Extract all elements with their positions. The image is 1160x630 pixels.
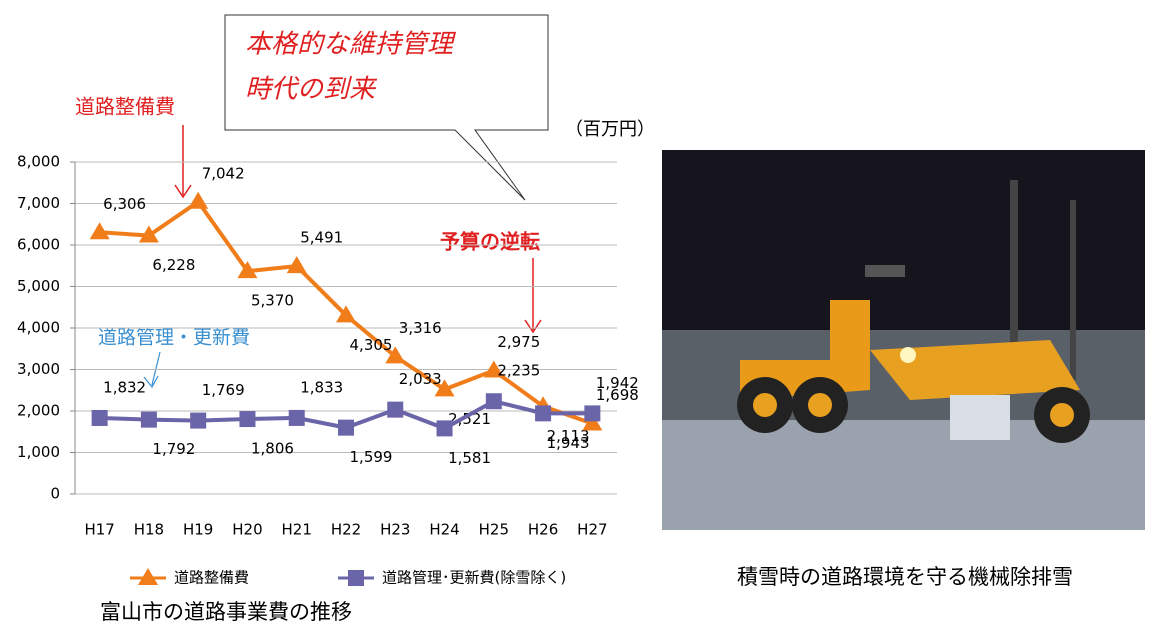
legend-label: 道路整備費 [174, 569, 249, 587]
point [437, 420, 453, 436]
value-label: 1,599 [350, 448, 393, 466]
point [486, 393, 502, 409]
annotation: 本格的な維持管理 [245, 30, 457, 60]
point [289, 410, 305, 426]
annotation: 時代の到来 [245, 75, 378, 105]
point [141, 412, 157, 428]
point [92, 410, 108, 426]
legend-label: 道路管理･更新費(除雪除く) [382, 569, 566, 587]
x-tick-label: H21 [282, 521, 312, 539]
value-label: 6,228 [152, 256, 195, 274]
annotation: 道路整備費 [75, 95, 175, 119]
value-label: 1,806 [251, 440, 294, 458]
value-label: 1,792 [152, 440, 195, 458]
x-tick-label: H17 [84, 521, 114, 539]
point [287, 256, 307, 273]
y-tick-label: 0 [50, 485, 60, 503]
legend-marker [348, 570, 364, 586]
y-tick-label: 8,000 [17, 153, 60, 171]
value-label: 1,942 [596, 374, 639, 392]
y-tick-label: 6,000 [17, 236, 60, 254]
y-tick-label: 5,000 [17, 277, 60, 295]
y-tick-label: 1,000 [17, 443, 60, 461]
value-label: 2,975 [497, 333, 540, 351]
point [584, 405, 600, 421]
value-label: 3,316 [399, 319, 442, 337]
value-label: 2,235 [497, 362, 540, 380]
x-tick-label: H24 [429, 521, 459, 539]
x-tick-label: H23 [380, 521, 410, 539]
y-tick-label: 7,000 [17, 194, 60, 212]
x-tick-label: H18 [134, 521, 164, 539]
value-label: 5,491 [300, 229, 343, 247]
point [387, 402, 403, 418]
point [190, 413, 206, 429]
photo-caption: 積雪時の道路環境を守る機械除排雪 [737, 565, 1073, 589]
value-label: 1,769 [202, 381, 245, 399]
value-label: 6,306 [103, 195, 146, 213]
y-unit: （百万円） [565, 119, 655, 140]
x-tick-label: H25 [479, 521, 509, 539]
x-tick-label: H19 [183, 521, 213, 539]
x-tick-label: H26 [528, 521, 558, 539]
annotation: 道路管理・更新費 [98, 327, 250, 349]
page: 本格的な維持管理 時代の到来 道路整備費 予算の逆転 道路管理・更新費 （百万円… [0, 0, 1160, 630]
point [535, 405, 551, 421]
chart-title: 富山市の道路事業費の推移 [100, 600, 352, 624]
x-tick-label: H27 [577, 521, 607, 539]
point [188, 192, 208, 209]
value-label: 1,943 [547, 434, 590, 452]
point [338, 420, 354, 436]
y-tick-label: 3,000 [17, 360, 60, 378]
y-tick-label: 2,000 [17, 402, 60, 420]
value-label: 7,042 [202, 164, 245, 182]
value-label: 5,370 [251, 292, 294, 310]
annotation: 予算の逆転 [440, 230, 540, 254]
x-tick-label: H20 [232, 521, 262, 539]
y-tick-label: 4,000 [17, 319, 60, 337]
arrow [175, 125, 191, 197]
x-tick-label: H22 [331, 521, 361, 539]
point [239, 411, 255, 427]
value-label: 4,305 [350, 336, 393, 354]
photo [662, 150, 1145, 530]
value-label: 2,033 [399, 370, 442, 388]
arrow [525, 258, 541, 332]
value-label: 1,833 [300, 378, 343, 396]
value-label: 1,581 [448, 449, 491, 467]
value-label: 1,832 [103, 378, 146, 396]
